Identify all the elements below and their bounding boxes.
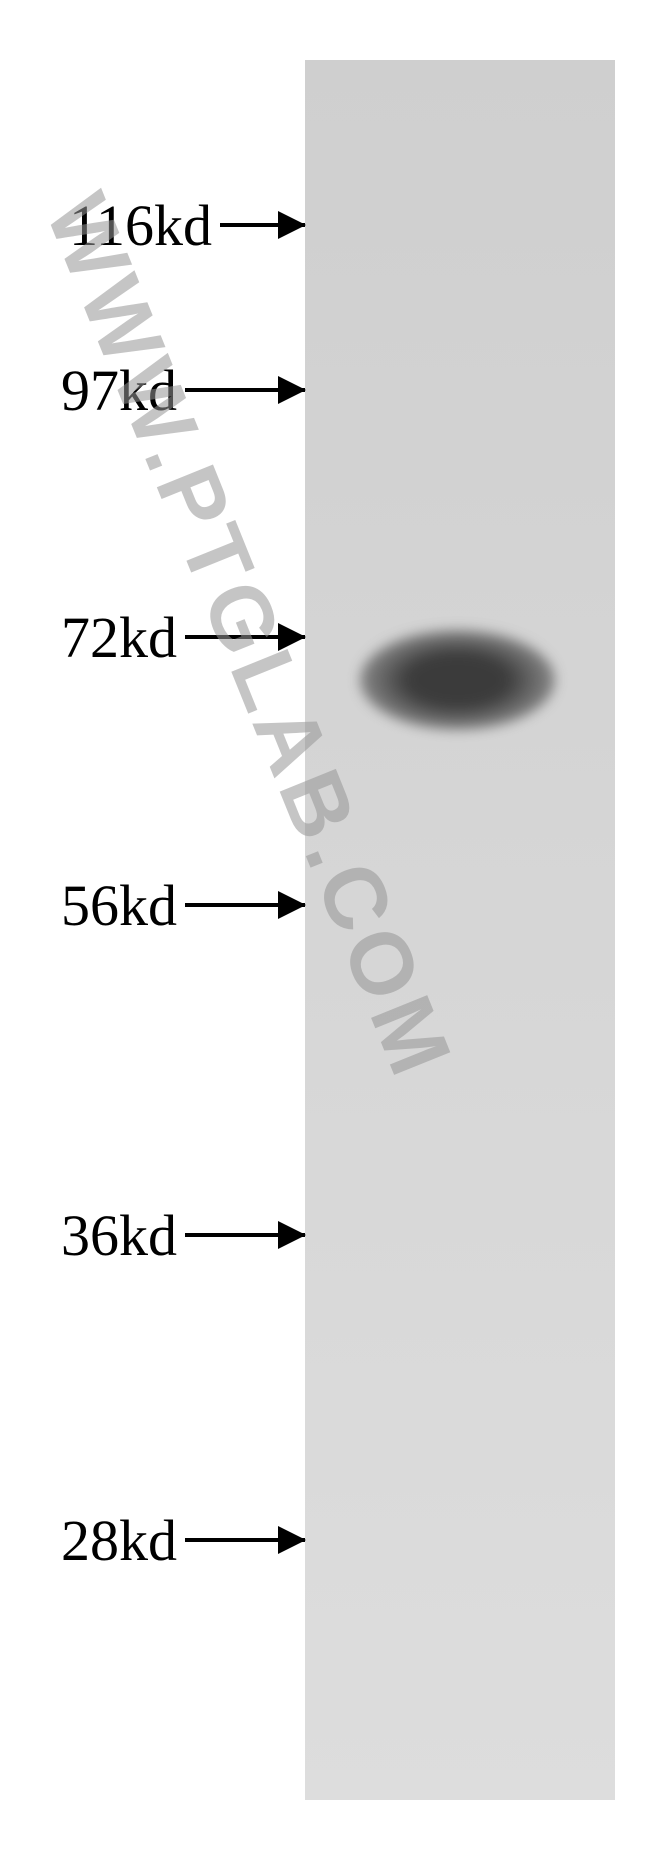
- marker-label: 36kd: [61, 1202, 177, 1269]
- marker-label: 28kd: [61, 1507, 177, 1574]
- blot-lane: [305, 60, 615, 1800]
- marker-row: 56kd: [30, 875, 305, 935]
- marker-label: 116kd: [69, 192, 212, 259]
- marker-row: 116kd: [30, 195, 305, 255]
- arrow-icon: [185, 388, 305, 392]
- marker-row: 97kd: [30, 360, 305, 420]
- blot-figure: 116kd97kd72kd56kd36kd28kd WWW.PTGLAB.COM: [0, 0, 650, 1855]
- marker-label: 97kd: [61, 357, 177, 424]
- arrow-icon: [185, 1538, 305, 1542]
- marker-label: 72kd: [61, 604, 177, 671]
- marker-row: 72kd: [30, 607, 305, 667]
- arrow-icon: [185, 1233, 305, 1237]
- marker-label: 56kd: [61, 872, 177, 939]
- arrow-icon: [220, 223, 305, 227]
- arrow-icon: [185, 903, 305, 907]
- marker-row: 36kd: [30, 1205, 305, 1265]
- marker-row: 28kd: [30, 1510, 305, 1570]
- protein-band: [360, 630, 555, 730]
- arrow-icon: [185, 635, 305, 639]
